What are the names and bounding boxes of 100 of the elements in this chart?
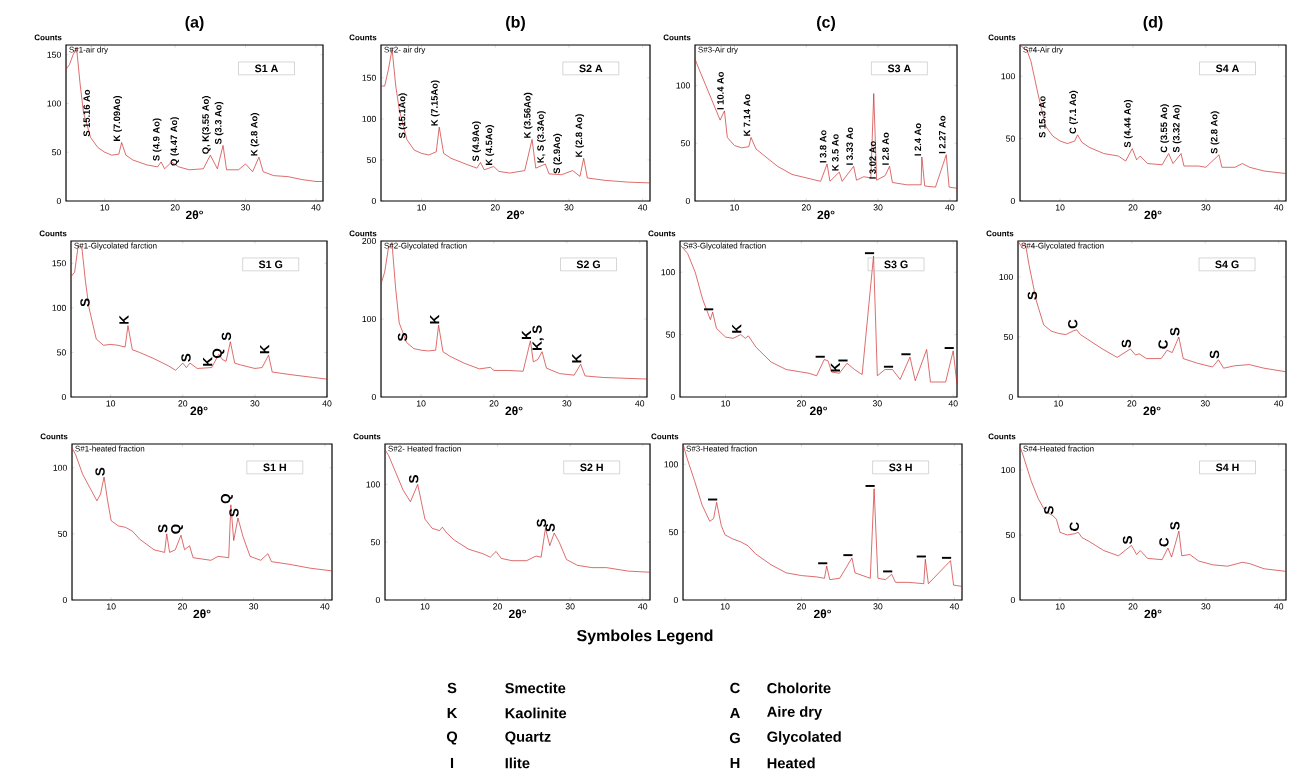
annotation: Q xyxy=(171,524,183,534)
line-series xyxy=(65,47,324,182)
annotation: C xyxy=(1068,319,1078,329)
y-tick-label: 100 xyxy=(362,315,376,323)
annotation: K, S (3.3Ao) xyxy=(537,111,546,163)
chart-subtitle: S#2- Heated fraction xyxy=(388,445,461,452)
text: I xyxy=(450,757,454,769)
x-tick-label: 40 xyxy=(322,400,332,407)
text: Heated xyxy=(767,757,815,769)
y-tick-label: 200 xyxy=(362,237,376,245)
x-tick-label: 10 xyxy=(416,400,426,407)
y-tick-label: 50 xyxy=(666,331,675,338)
x-tick-label: 30 xyxy=(564,204,574,211)
annotation: S (4.44 Ao) xyxy=(1123,99,1133,148)
x-tick-label: 20 xyxy=(489,400,499,407)
text: C xyxy=(730,682,740,694)
annotation: I xyxy=(704,308,714,311)
x-tick-label: 30 xyxy=(250,400,260,407)
y-axis-title: Counts xyxy=(40,433,68,440)
annotation: K 7.14 Ao xyxy=(743,94,751,136)
annotation: Q xyxy=(220,494,233,504)
y-tick-label: 150 xyxy=(362,74,376,81)
y-tick-label: 50 xyxy=(57,349,66,356)
x-axis-title: 2θ° xyxy=(506,210,524,220)
y-axis-title: Counts xyxy=(663,34,691,41)
x-axis-title: 2θ° xyxy=(193,609,211,619)
x-tick-label: 40 xyxy=(1274,400,1284,407)
annotation: I xyxy=(865,485,875,487)
y-axis-title: Counts xyxy=(349,34,377,41)
y-tick-label: 50 xyxy=(367,156,376,163)
annotation: C xyxy=(1159,537,1169,547)
chart-title: (c) xyxy=(817,16,835,31)
annotation: I xyxy=(838,359,848,362)
text: Q xyxy=(446,731,458,745)
text: G xyxy=(729,732,740,744)
annotation: I 3.02 Ao xyxy=(869,141,876,179)
text: Cholorite xyxy=(767,682,831,694)
annotation: S xyxy=(221,332,232,341)
annotation: I 2.27 Ao xyxy=(938,115,946,154)
annotation: S2 H xyxy=(580,463,603,472)
x-tick-label: 40 xyxy=(320,603,330,610)
y-tick-label: 0 xyxy=(61,393,66,401)
y-tick-label: 100 xyxy=(47,100,61,107)
x-tick-label: 30 xyxy=(1201,204,1211,211)
annotation: C (3.55 Ao) xyxy=(1160,104,1170,153)
y-axis-title: Counts xyxy=(648,230,676,237)
text: K xyxy=(447,707,458,719)
chart-subtitle: S#3-Glycolated fraction xyxy=(683,242,766,251)
annotation: I 3.8 Ao xyxy=(819,130,827,163)
y-tick-label: 100 xyxy=(661,269,675,276)
x-tick-label: 20 xyxy=(801,204,811,211)
annotation: I xyxy=(916,555,926,558)
y-tick-label: 100 xyxy=(366,481,380,488)
text: A xyxy=(730,707,740,719)
annotation: K xyxy=(203,357,213,366)
y-tick-label: 100 xyxy=(664,461,678,468)
y-axis-title: Counts xyxy=(986,230,1014,237)
annotation: S xyxy=(229,508,239,517)
x-axis-title: 2θ° xyxy=(190,406,208,416)
annotation: K (2.8 Ao) xyxy=(250,113,260,156)
annotation: I xyxy=(818,562,828,565)
text: S xyxy=(447,682,457,694)
x-axis-title: 2θ° xyxy=(1144,609,1162,619)
x-tick-label: 20 xyxy=(797,400,806,407)
y-axis-title: Counts xyxy=(651,433,679,440)
x-tick-label: 10 xyxy=(1055,204,1065,211)
annotation: I xyxy=(883,365,894,368)
y-tick-label: 100 xyxy=(362,115,376,122)
chart-subtitle: S#3-Heated fraction xyxy=(686,445,757,452)
annotation: S xyxy=(545,523,555,532)
y-axis-title: Counts xyxy=(353,433,381,440)
y-tick-label: 100 xyxy=(53,464,67,471)
line-series xyxy=(1017,240,1287,373)
y-tick-label: 0 xyxy=(56,197,61,205)
x-tick-label: 40 xyxy=(949,603,959,610)
x-tick-label: 20 xyxy=(1128,603,1138,610)
y-tick-label: 0 xyxy=(375,596,380,604)
y-tick-label: 100 xyxy=(52,304,66,311)
chart-subtitle: S#1-air dry xyxy=(69,46,108,55)
y-tick-label: 150 xyxy=(52,260,66,267)
annotation: I xyxy=(944,347,954,349)
annotation: S xyxy=(1170,521,1180,530)
annotation: S3 A xyxy=(887,64,911,73)
annotation: I xyxy=(883,570,893,573)
annotation: I xyxy=(815,355,825,358)
x-tick-label: 40 xyxy=(311,204,321,211)
text: Smectite xyxy=(505,682,566,694)
x-tick-label: 10 xyxy=(1055,603,1065,610)
text: Aire dry xyxy=(767,706,823,720)
annotation: S (2.9Ao) xyxy=(553,133,562,174)
x-tick-label: 30 xyxy=(873,204,883,211)
x-axis-title: 2θ° xyxy=(817,210,835,220)
annotation: I 10.4 Ao xyxy=(717,71,724,110)
annotation: S4 A xyxy=(1215,64,1240,73)
x-tick-label: 30 xyxy=(872,400,882,407)
x-axis-title: 2θ° xyxy=(813,609,831,619)
annotation: S (3.3 Ao) xyxy=(214,101,224,145)
chart-subtitle: S#4-Heated fraction xyxy=(1023,445,1094,452)
annotation: S xyxy=(80,298,90,307)
annotation: K xyxy=(521,330,531,339)
